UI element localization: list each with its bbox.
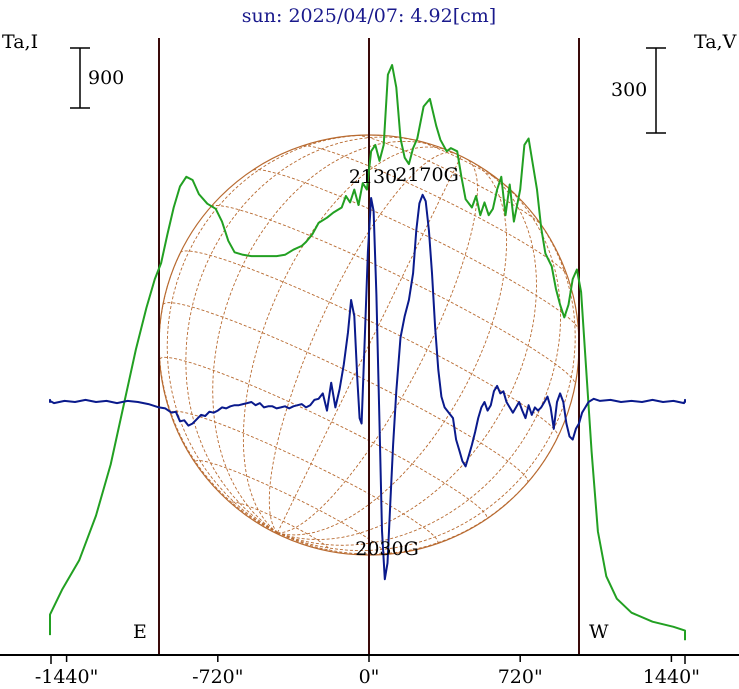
longitude-grid-line — [277, 155, 462, 533]
longitude-grid-line — [277, 436, 559, 555]
region-label: 2030G — [355, 538, 419, 560]
data-series — [49, 64, 686, 641]
x-tick-label: 1440" — [643, 666, 700, 688]
intensity-scale-label: 900 — [88, 67, 124, 89]
latitude-grid-line — [194, 460, 385, 554]
x-tick-label: 720" — [498, 666, 543, 688]
longitude-grid-line — [277, 167, 537, 541]
intensity-scale-bar: 900 — [70, 47, 124, 109]
west-limb-label: W — [589, 621, 609, 643]
longitude-grid-line — [277, 207, 576, 552]
longitude-grid-line — [268, 152, 454, 533]
y-axis-label-left: Ta,I — [2, 31, 38, 53]
x-tick-label: -720" — [192, 666, 243, 688]
longitude-grid-line — [277, 175, 561, 546]
y-axis-label-right: Ta,V — [694, 31, 737, 53]
intensity-series-line — [49, 64, 686, 641]
latitude-grid-line — [210, 205, 576, 385]
latitude-grid-line — [159, 356, 488, 519]
latitude-grid-line — [357, 134, 542, 226]
x-tick-label: 0" — [359, 666, 380, 688]
east-limb-label: E — [133, 621, 147, 643]
latitude-grid-line — [179, 250, 559, 438]
region-label: 2130 — [349, 166, 397, 188]
polarization-scale-label: 300 — [611, 79, 647, 101]
x-tick-label: -1440" — [35, 666, 99, 688]
longitude-grid-line — [242, 146, 447, 534]
limb-marker-lines — [158, 38, 580, 655]
polarization-scale-bar: 300 — [611, 47, 666, 134]
longitude-grid-line — [185, 136, 426, 534]
longitude-grid-line — [166, 134, 380, 534]
chart-title: sun: 2025/04/07: 4.92[cm] — [242, 5, 496, 27]
polarization-series-line — [49, 193, 686, 581]
region-label: 2170G — [395, 164, 459, 186]
longitude-grid-line — [277, 163, 508, 536]
x-axis-ticks: -1440" -720" 0" 720" 1440" — [35, 655, 700, 688]
longitude-grid-line — [212, 140, 440, 534]
